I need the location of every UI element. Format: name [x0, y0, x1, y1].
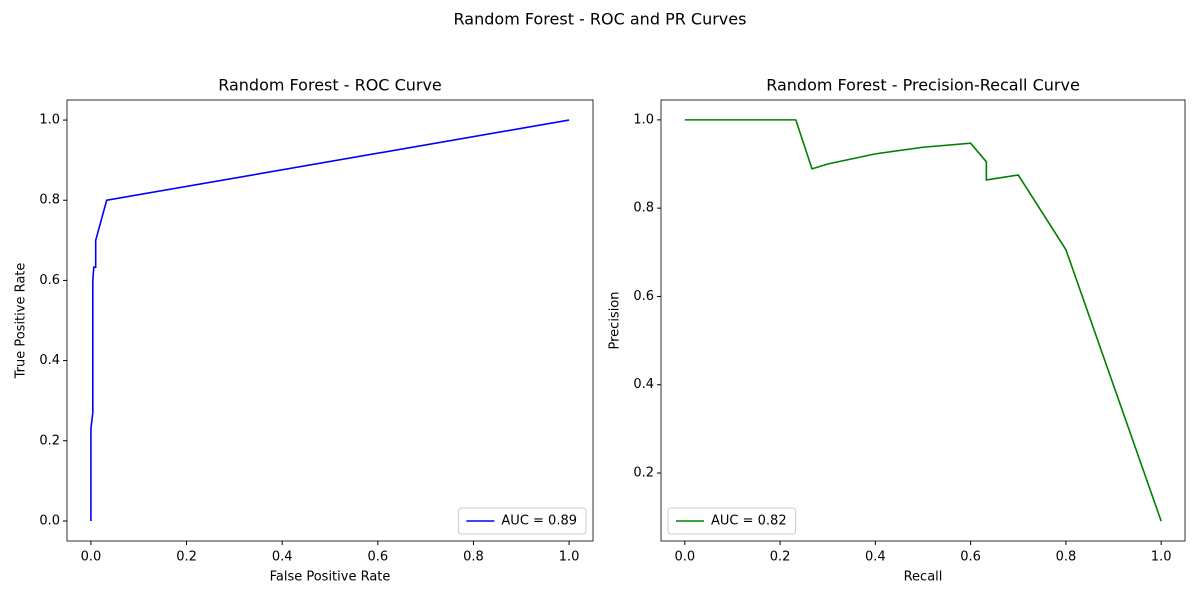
subplot-title: Random Forest - Precision-Recall Curve: [766, 76, 1080, 95]
legend-label: AUC = 0.82: [711, 514, 787, 529]
y-tick-label: 0.0: [39, 513, 60, 528]
x-tick-label: 0.6: [367, 550, 388, 565]
x-tick-label: 0.8: [1056, 550, 1077, 565]
x-tick-label: 1.0: [1151, 550, 1172, 565]
y-tick-label: 0.2: [633, 466, 654, 481]
x-tick-label: 0.2: [176, 550, 197, 565]
x-axis-label: Recall: [904, 570, 943, 585]
y-tick-label: 0.4: [633, 377, 654, 392]
legend-box: [457, 507, 587, 535]
x-tick-label: 0.4: [865, 550, 886, 565]
figure-title: Random Forest - ROC and PR Curves: [454, 10, 747, 29]
y-axis-label: True Positive Rate: [14, 263, 29, 380]
y-tick-label: 1.0: [633, 112, 654, 127]
x-tick-label: 0.4: [272, 550, 293, 565]
legend-box: [667, 507, 797, 535]
y-tick-label: 0.6: [39, 273, 60, 288]
y-tick-label: 0.2: [39, 433, 60, 448]
curve: [90, 119, 570, 521]
x-tick-label: 0.0: [81, 550, 102, 565]
y-tick-label: 0.4: [39, 353, 60, 368]
y-axis-label: Precision: [608, 291, 623, 349]
subplot-title: Random Forest - ROC Curve: [218, 76, 442, 95]
y-tick-label: 0.8: [39, 193, 60, 208]
x-tick-label: 0.0: [674, 550, 695, 565]
y-tick-label: 0.6: [633, 289, 654, 304]
x-tick-label: 0.6: [960, 550, 981, 565]
y-tick-label: 0.8: [633, 201, 654, 216]
curve: [684, 119, 1162, 522]
y-tick-label: 1.0: [39, 113, 60, 128]
x-axis-label: False Positive Rate: [270, 570, 391, 585]
legend-label: AUC = 0.89: [501, 514, 577, 529]
axes-frame: [66, 99, 594, 542]
x-tick-label: 0.2: [770, 550, 791, 565]
x-tick-label: 1.0: [559, 550, 580, 565]
x-tick-label: 0.8: [463, 550, 484, 565]
axes-frame: [660, 99, 1186, 542]
